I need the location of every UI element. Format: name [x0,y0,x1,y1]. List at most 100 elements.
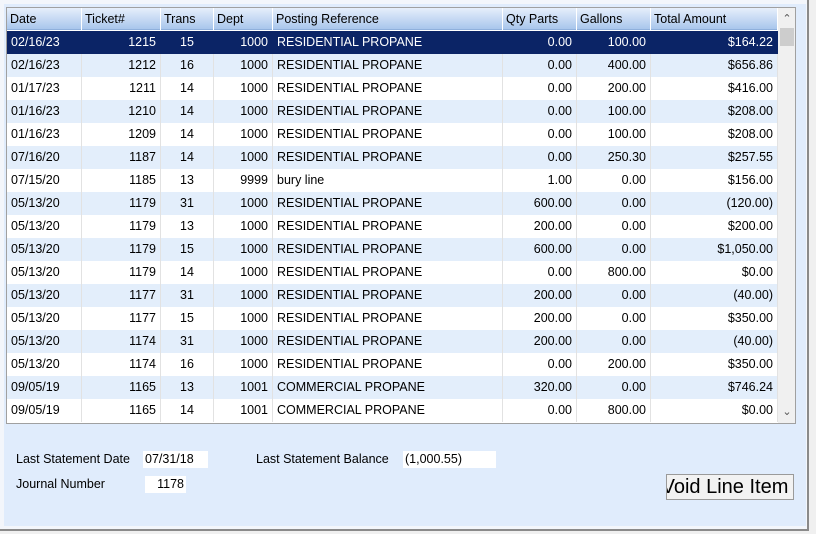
cell-qty-parts: 1.00 [503,169,577,192]
cell-trans: 14 [161,146,214,169]
column-header-dept[interactable]: Dept [214,8,273,30]
scroll-down-icon[interactable]: ⌄ [782,406,792,418]
cell-dept: 9999 [214,169,273,192]
cell-gallons: 800.00 [577,261,651,284]
cell-dept: 1000 [214,192,273,215]
cell-ticket: 1165 [82,399,161,422]
cell-date: 01/17/23 [7,77,82,100]
cell-trans: 15 [161,238,214,261]
cell-qty-parts: 0.00 [503,31,577,54]
cell-trans: 15 [161,307,214,330]
cell-posting-reference: RESIDENTIAL PROPANE [273,215,503,238]
table-row[interactable]: 05/13/20 1177 15 1000 RESIDENTIAL PROPANE 200… [7,307,778,330]
scroll-up-icon[interactable]: ⌃ [782,13,792,25]
cell-posting-reference: bury line [273,169,503,192]
cell-date: 01/16/23 [7,123,82,146]
cell-trans: 14 [161,399,214,422]
last-statement-date-field[interactable]: 07/31/18 [143,451,208,468]
cell-total-amount: $156.00 [651,169,778,192]
cell-dept: 1000 [214,307,273,330]
cell-ticket: 1211 [82,77,161,100]
cell-gallons: 0.00 [577,307,651,330]
vertical-scrollbar[interactable]: ⌃ ⌄ [778,8,795,423]
cell-gallons: 0.00 [577,169,651,192]
cell-posting-reference: RESIDENTIAL PROPANE [273,54,503,77]
cell-trans: 13 [161,169,214,192]
table-row[interactable]: 05/13/20 1179 31 1000 RESIDENTIAL PROPANE 600… [7,192,778,215]
table-row[interactable]: 09/05/19 1165 13 1001 COMMERCIAL PROPANE 320.… [7,376,778,399]
cell-qty-parts: 200.00 [503,284,577,307]
last-statement-balance-field[interactable]: (1,000.55) [403,451,496,468]
cell-date: 05/13/20 [7,307,82,330]
table-row[interactable]: 05/13/20 1179 15 1000 RESIDENTIAL PROPANE 600… [7,238,778,261]
cell-date: 02/16/23 [7,31,82,54]
column-header-ticket[interactable]: Ticket# [82,8,161,30]
cell-total-amount: $200.00 [651,215,778,238]
cell-trans: 14 [161,261,214,284]
table-row[interactable]: 05/13/20 1177 31 1000 RESIDENTIAL PROPANE 200… [7,284,778,307]
column-header-posting-reference[interactable]: Posting Reference [273,8,503,30]
void-line-item-button[interactable]: Void Line Item [666,474,794,500]
table-row[interactable]: 01/16/23 1209 14 1000 RESIDENTIAL PROPANE 0.0… [7,123,778,146]
table-row[interactable]: 09/05/19 1165 14 1001 COMMERCIAL PROPANE 0.00… [7,399,778,422]
table-row[interactable]: 05/13/20 1174 16 1000 RESIDENTIAL PROPANE 0.0… [7,353,778,376]
cell-gallons: 0.00 [577,215,651,238]
cell-ticket: 1212 [82,54,161,77]
cell-trans: 14 [161,123,214,146]
cell-posting-reference: RESIDENTIAL PROPANE [273,31,503,54]
column-header-trans[interactable]: Trans [161,8,214,30]
cell-total-amount: $164.22 [651,31,778,54]
table-row[interactable]: 02/16/23 1212 16 1000 RESIDENTIAL PROPANE 0.0… [7,54,778,77]
cell-trans: 13 [161,376,214,399]
ticket-grid[interactable]: Date Ticket# Trans Dept Posting Reference Qty… [6,7,796,424]
cell-trans: 31 [161,284,214,307]
journal-number-field[interactable]: 1178 [145,476,186,493]
cell-qty-parts: 0.00 [503,399,577,422]
cell-dept: 1000 [214,77,273,100]
table-row[interactable]: 05/13/20 1179 14 1000 RESIDENTIAL PROPANE 0.0… [7,261,778,284]
column-header-total-amount[interactable]: Total Amount [651,8,778,30]
cell-posting-reference: RESIDENTIAL PROPANE [273,307,503,330]
scroll-thumb[interactable] [780,28,794,46]
cell-date: 05/13/20 [7,330,82,353]
column-header-qty-parts[interactable]: Qty Parts [503,8,577,30]
table-row[interactable]: 01/17/23 1211 14 1000 RESIDENTIAL PROPANE 0.0… [7,77,778,100]
cell-ticket: 1179 [82,192,161,215]
cell-ticket: 1174 [82,353,161,376]
cell-gallons: 250.30 [577,146,651,169]
cell-ticket: 1179 [82,238,161,261]
cell-gallons: 100.00 [577,31,651,54]
cell-trans: 14 [161,77,214,100]
table-row[interactable]: 05/13/20 1174 31 1000 RESIDENTIAL PROPANE 200… [7,330,778,353]
cell-date: 05/13/20 [7,215,82,238]
cell-date: 02/16/23 [7,54,82,77]
cell-posting-reference: COMMERCIAL PROPANE [273,376,503,399]
column-header-date[interactable]: Date [7,8,82,30]
cell-trans: 14 [161,100,214,123]
cell-total-amount: $350.00 [651,307,778,330]
cell-ticket: 1215 [82,31,161,54]
cell-total-amount: $350.00 [651,353,778,376]
cell-qty-parts: 320.00 [503,376,577,399]
table-row[interactable]: 02/16/23 1215 15 1000 RESIDENTIAL PROPANE 0.0… [7,31,778,54]
cell-trans: 13 [161,215,214,238]
cell-gallons: 400.00 [577,54,651,77]
cell-gallons: 0.00 [577,192,651,215]
cell-ticket: 1179 [82,261,161,284]
cell-gallons: 200.00 [577,77,651,100]
cell-qty-parts: 0.00 [503,261,577,284]
cell-date: 05/13/20 [7,353,82,376]
cell-date: 07/15/20 [7,169,82,192]
table-row[interactable]: 05/13/20 1179 13 1000 RESIDENTIAL PROPANE 200… [7,215,778,238]
table-row[interactable]: 07/15/20 1185 13 9999 bury line 1.00 0.00 $156.… [7,169,778,192]
column-header-gallons[interactable]: Gallons [577,8,651,30]
cell-posting-reference: RESIDENTIAL PROPANE [273,192,503,215]
cell-total-amount: (40.00) [651,330,778,353]
cell-date: 09/05/19 [7,399,82,422]
table-row[interactable]: 01/16/23 1210 14 1000 RESIDENTIAL PROPANE 0.0… [7,100,778,123]
cell-dept: 1000 [214,54,273,77]
table-row[interactable]: 07/16/20 1187 14 1000 RESIDENTIAL PROPANE 0.0… [7,146,778,169]
cell-date: 05/13/20 [7,238,82,261]
cell-posting-reference: RESIDENTIAL PROPANE [273,284,503,307]
cell-posting-reference: COMMERCIAL PROPANE [273,399,503,422]
